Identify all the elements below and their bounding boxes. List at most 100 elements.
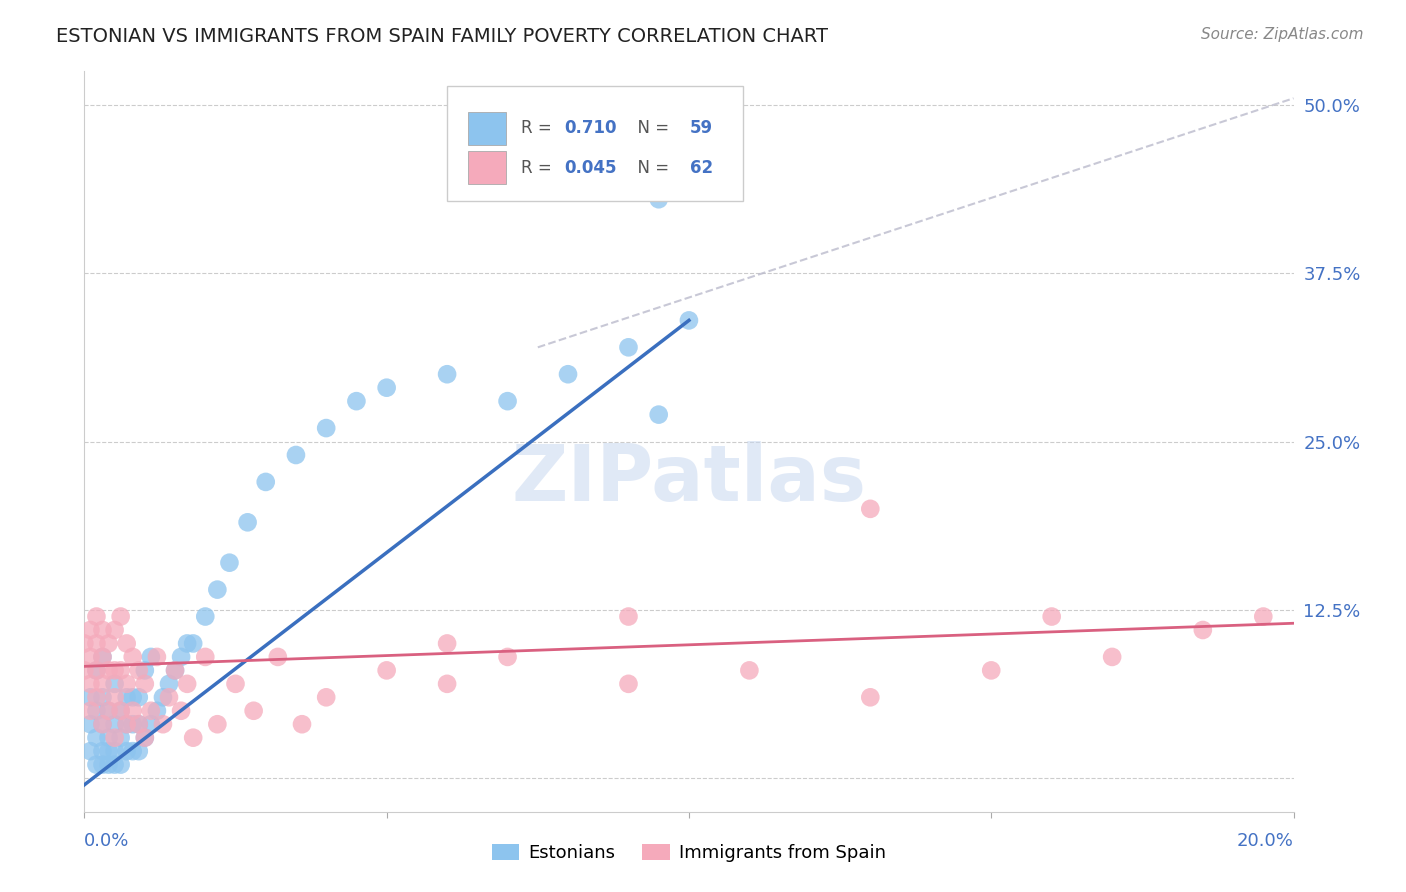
Point [86,757,108,772]
Text: 0.045: 0.045 [564,159,617,177]
Point [115,690,138,705]
Point [97,664,120,678]
Point [1192,623,1215,637]
Point [121,717,143,731]
Point [738,664,761,678]
Point [91,744,114,758]
Point [86,690,108,705]
Point [157,677,180,691]
Point [91,757,114,772]
Point [104,744,127,758]
Text: ESTONIAN VS IMMIGRANTS FROM SPAIN FAMILY POVERTY CORRELATION CHART: ESTONIAN VS IMMIGRANTS FROM SPAIN FAMILY… [56,27,828,45]
Legend: Estonians, Immigrants from Spain: Estonians, Immigrants from Spain [485,837,893,870]
Point [181,636,204,650]
Point [291,717,314,731]
Point [617,609,640,624]
Point [315,690,337,705]
Point [285,448,308,462]
Text: Source: ZipAtlas.com: Source: ZipAtlas.com [1201,27,1364,42]
Point [86,664,108,678]
Point [134,664,156,678]
Text: 62: 62 [690,159,713,177]
Point [146,649,169,664]
Point [110,704,132,718]
Point [859,501,882,516]
Point [86,704,108,718]
Point [165,664,187,678]
Point [128,717,150,731]
Point [176,636,198,650]
Point [1040,609,1063,624]
Point [146,704,169,718]
Point [110,757,132,772]
Point [134,731,156,745]
Point [97,704,120,718]
Point [104,717,127,731]
Point [110,731,132,745]
Point [648,192,671,206]
Point [315,421,337,435]
FancyBboxPatch shape [447,87,744,201]
Point [128,690,150,705]
Point [346,394,368,409]
Point [557,368,579,382]
Point [110,609,132,624]
Point [1101,649,1123,664]
Point [165,664,187,678]
Point [194,649,217,664]
Text: 0.0%: 0.0% [84,832,129,850]
Point [91,690,114,705]
Point [207,582,229,597]
Point [97,744,120,758]
Point [617,340,640,354]
Point [115,717,138,731]
Point [254,475,277,489]
Point [79,677,101,691]
Point [157,690,180,705]
Point [104,731,127,745]
FancyBboxPatch shape [468,151,506,185]
Point [91,717,114,731]
Point [218,556,240,570]
Point [121,704,143,718]
Point [121,649,143,664]
Point [375,381,398,395]
Text: N =: N = [627,159,675,177]
Text: 0.710: 0.710 [564,120,617,137]
Point [207,717,229,731]
Point [236,516,259,530]
Point [678,313,700,327]
Point [79,704,101,718]
Point [375,664,398,678]
Text: R =: R = [520,159,557,177]
Point [617,677,640,691]
Point [79,744,101,758]
Point [86,609,108,624]
Point [121,690,143,705]
Point [152,690,174,705]
Text: R =: R = [520,120,557,137]
Point [97,636,120,650]
Point [115,744,138,758]
Point [242,704,264,718]
Point [86,731,108,745]
Point [91,649,114,664]
Point [176,677,198,691]
Point [1253,609,1275,624]
Point [73,664,96,678]
Point [86,636,108,650]
Point [104,664,127,678]
Point [139,704,162,718]
Point [91,677,114,691]
Point [115,677,138,691]
Point [86,664,108,678]
Point [128,744,150,758]
Point [128,717,150,731]
Point [859,690,882,705]
Point [121,744,143,758]
Point [91,623,114,637]
Point [139,649,162,664]
Point [97,731,120,745]
Point [104,757,127,772]
Point [128,664,150,678]
